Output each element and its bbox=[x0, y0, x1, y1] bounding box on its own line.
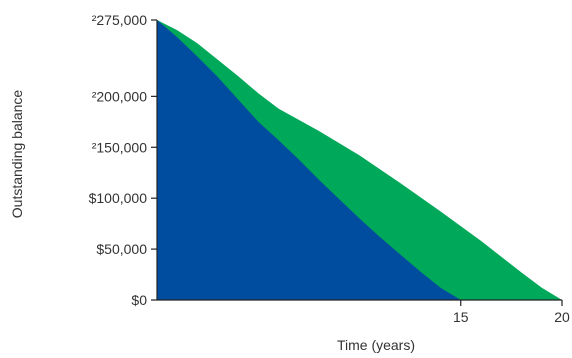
area-series-group bbox=[157, 20, 562, 300]
y-tick-label: $50,000 bbox=[96, 241, 147, 257]
y-tick-label: ²150,000 bbox=[92, 139, 147, 155]
x-tick-group: 15 20 bbox=[453, 300, 570, 325]
y-tick-label: $100,000 bbox=[89, 190, 148, 206]
y-tick-label: ²200,000 bbox=[92, 88, 147, 104]
y-axis-title: Outstanding balance bbox=[9, 90, 25, 219]
y-tick-group: $0 $50,000 $100,000 ²150,000 ²200,000 ²275,00… bbox=[89, 12, 157, 308]
y-tick-label: $0 bbox=[131, 292, 147, 308]
x-axis-title: Time (years) bbox=[337, 337, 415, 353]
x-tick-label: 20 bbox=[554, 309, 570, 325]
area-series-1 bbox=[157, 20, 461, 300]
x-tick-label: 15 bbox=[453, 309, 469, 325]
y-tick-label: ²275,000 bbox=[92, 12, 147, 28]
